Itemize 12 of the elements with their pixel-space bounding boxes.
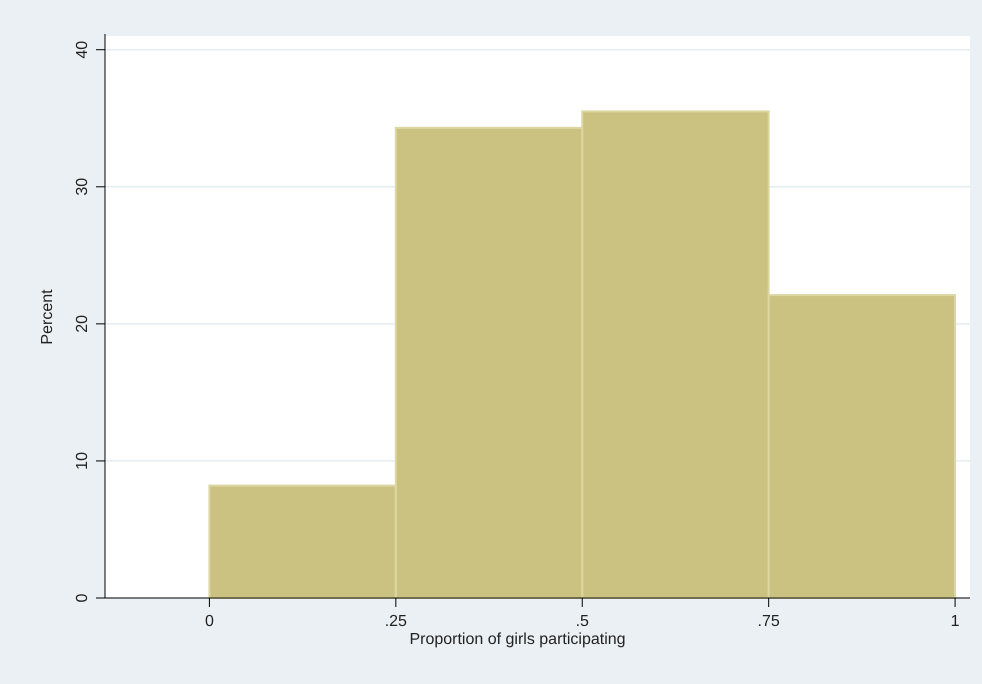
x-tick-label: .25 [384,613,408,630]
x-tick-label: .5 [576,613,590,630]
x-tick-label: .75 [758,613,780,630]
x-axis-title: Proportion of girls participating [409,631,626,648]
y-tick-label: 0 [74,593,91,602]
y-tick-label: 10 [74,452,91,470]
y-tick-label: 30 [74,178,91,196]
y-tick-label: 20 [74,314,91,333]
y-axis-title: Percent [39,288,56,345]
y-tick-label: 40 [74,40,91,59]
x-tick-label: 1 [950,613,960,630]
x-tick-label: 0 [204,613,214,630]
